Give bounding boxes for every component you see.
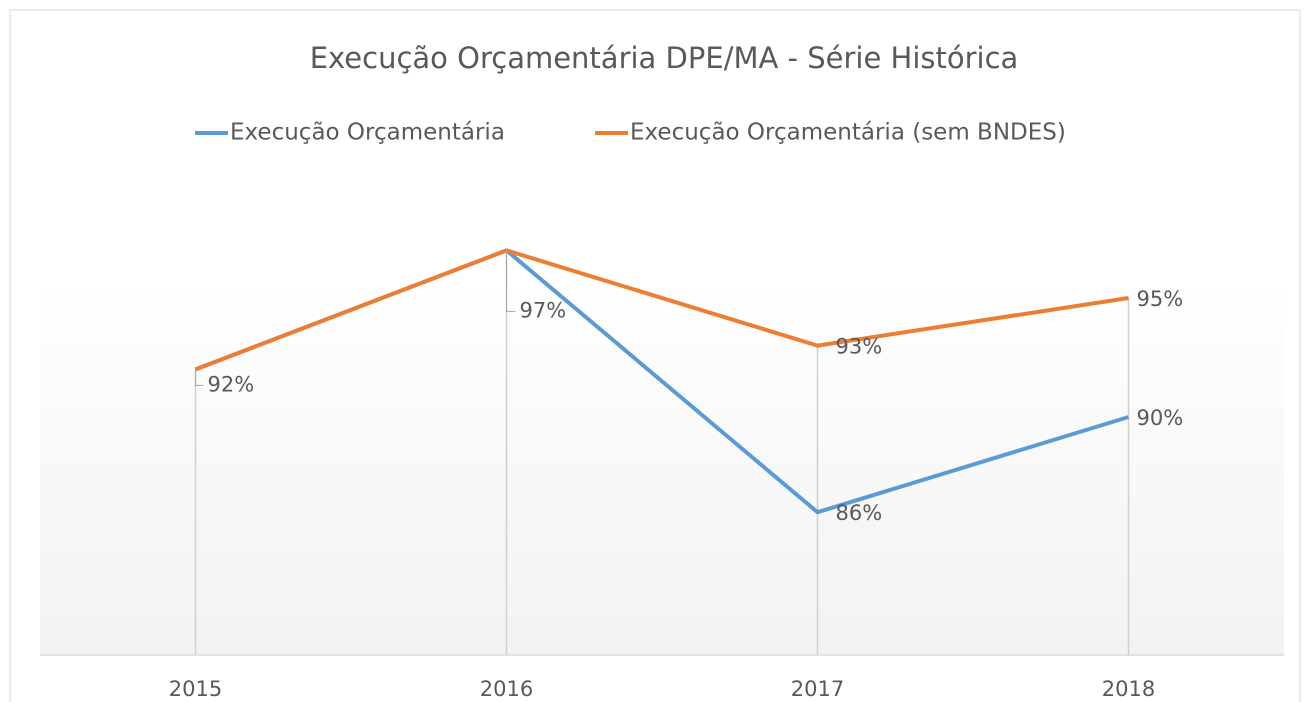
legend-label: Execução Orçamentária bbox=[230, 120, 505, 146]
chart-title: Execução Orçamentária DPE/MA - Série His… bbox=[310, 41, 1019, 75]
legend-label: Execução Orçamentária (sem BNDES) bbox=[630, 120, 1066, 146]
series-line bbox=[194, 248, 1129, 372]
data-label: 93% bbox=[836, 335, 883, 359]
leader-line bbox=[506, 250, 516, 312]
data-label: 90% bbox=[1137, 406, 1184, 430]
data-label: 92% bbox=[208, 372, 255, 396]
plot-background bbox=[40, 280, 1284, 655]
x-tick-label: 2018 bbox=[1102, 677, 1155, 701]
x-tick-label: 2015 bbox=[169, 677, 222, 701]
x-tick-label: 2017 bbox=[791, 677, 844, 701]
data-label: 97% bbox=[520, 298, 567, 322]
leader-line bbox=[195, 369, 204, 386]
data-label: 86% bbox=[836, 501, 883, 525]
data-label: 95% bbox=[1137, 287, 1184, 311]
x-tick-label: 2016 bbox=[480, 677, 533, 701]
